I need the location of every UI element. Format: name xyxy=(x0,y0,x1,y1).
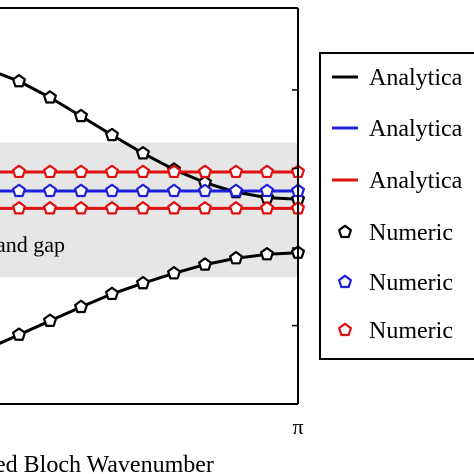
data-point-6-6 xyxy=(167,164,181,179)
data-point-5-4 xyxy=(104,183,120,198)
data-point-6-9 xyxy=(260,164,274,179)
data-point-5-3 xyxy=(73,183,89,198)
data-point-6-2 xyxy=(42,164,58,179)
data-point-7-5 xyxy=(136,201,150,215)
data-point-4-5 xyxy=(136,146,150,160)
series-group xyxy=(0,72,305,345)
data-point-5-9 xyxy=(260,183,274,198)
data-point-9-3 xyxy=(73,299,89,314)
data-point-9-5 xyxy=(136,275,150,290)
x-axis-label: ed Bloch Wavenumber xyxy=(0,452,214,474)
data-point-9-4 xyxy=(104,286,120,301)
data-point-9-8 xyxy=(229,250,243,265)
data-point-5-8 xyxy=(229,183,243,198)
band-gap-label: and gap xyxy=(0,232,65,257)
data-point-6-3 xyxy=(73,164,89,179)
legend: Analytica Analytica Analytica Numeric Numeri… xyxy=(319,52,474,360)
legend-label-5: Numeric xyxy=(369,318,453,344)
data-point-4-1 xyxy=(12,73,26,88)
legend-label-4: Numeric xyxy=(369,270,453,296)
legend-label-0: Analytica xyxy=(369,65,463,91)
data-point-5-1 xyxy=(12,183,26,198)
data-point-7-8 xyxy=(229,201,243,215)
legend-label-1: Analytica xyxy=(369,116,463,142)
data-point-6-8 xyxy=(229,164,243,179)
data-point-4-2 xyxy=(42,90,58,104)
data-point-7-6 xyxy=(167,201,181,215)
data-point-7-3 xyxy=(73,201,89,215)
legend-marker-5 xyxy=(338,322,352,337)
data-point-7-2 xyxy=(42,201,58,215)
legend-marker-3 xyxy=(338,224,352,239)
legend-label-3: Numeric xyxy=(369,220,453,246)
data-point-7-7 xyxy=(198,201,212,215)
data-point-9-2 xyxy=(42,313,58,327)
data-point-5-6 xyxy=(167,183,181,198)
data-point-7-9 xyxy=(260,201,274,215)
x-tick-label-pi: π xyxy=(292,414,303,439)
data-point-9-6 xyxy=(167,266,181,280)
legend-marker-4 xyxy=(338,274,352,289)
data-point-5-7 xyxy=(198,183,212,198)
data-point-6-4 xyxy=(104,164,120,179)
data-point-9-9 xyxy=(260,247,274,261)
data-point-9-1 xyxy=(12,327,26,341)
data-point-5-2 xyxy=(42,183,58,198)
legend-label-2: Analytica xyxy=(369,168,463,194)
data-point-7-4 xyxy=(104,201,120,215)
data-point-4-4 xyxy=(104,127,120,142)
data-point-6-7 xyxy=(198,164,212,179)
data-point-5-5 xyxy=(136,183,150,198)
data-point-6-5 xyxy=(136,164,150,179)
data-point-7-1 xyxy=(12,201,26,215)
axes-frame xyxy=(0,7,299,405)
data-point-6-1 xyxy=(12,164,26,179)
legend-box xyxy=(319,52,474,360)
data-point-4-3 xyxy=(73,108,89,123)
data-point-9-7 xyxy=(198,257,212,271)
